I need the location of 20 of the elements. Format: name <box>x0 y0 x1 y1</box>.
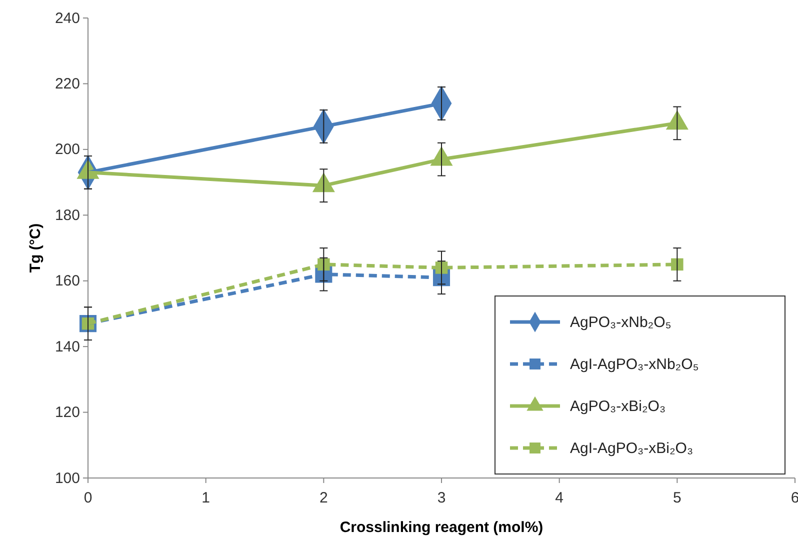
x-tick-label: 4 <box>555 490 564 506</box>
x-axis-title: Crosslinking reagent (mol%) <box>340 519 544 536</box>
x-tick-label: 1 <box>202 490 210 506</box>
legend-label: AgPO₃-xBi₂O₃ <box>570 398 666 415</box>
x-tick-label: 5 <box>672 490 682 506</box>
y-tick-label: 120 <box>54 404 80 422</box>
x-tick-label: 2 <box>319 490 328 506</box>
y-tick-label: 200 <box>54 141 80 158</box>
x-tick-label: 0 <box>84 490 92 506</box>
x-tick-label: 3 <box>437 490 446 506</box>
y-tick-label: 240 <box>54 10 80 27</box>
y-tick-label: 160 <box>54 272 80 290</box>
y-axis-title: Tg (°C) <box>27 223 44 273</box>
y-tick-label: 220 <box>54 76 80 93</box>
y-tick-label: 180 <box>54 206 80 224</box>
legend-label: AgI-AgPO₃-xNb₂O₅ <box>570 356 699 373</box>
legend-label: AgI-AgPO₃-xBi₂O₃ <box>570 440 694 457</box>
y-tick-label: 100 <box>54 470 80 487</box>
legend-label: AgPO₃-xNb₂O₅ <box>570 314 672 331</box>
y-tick-label: 140 <box>54 338 80 356</box>
